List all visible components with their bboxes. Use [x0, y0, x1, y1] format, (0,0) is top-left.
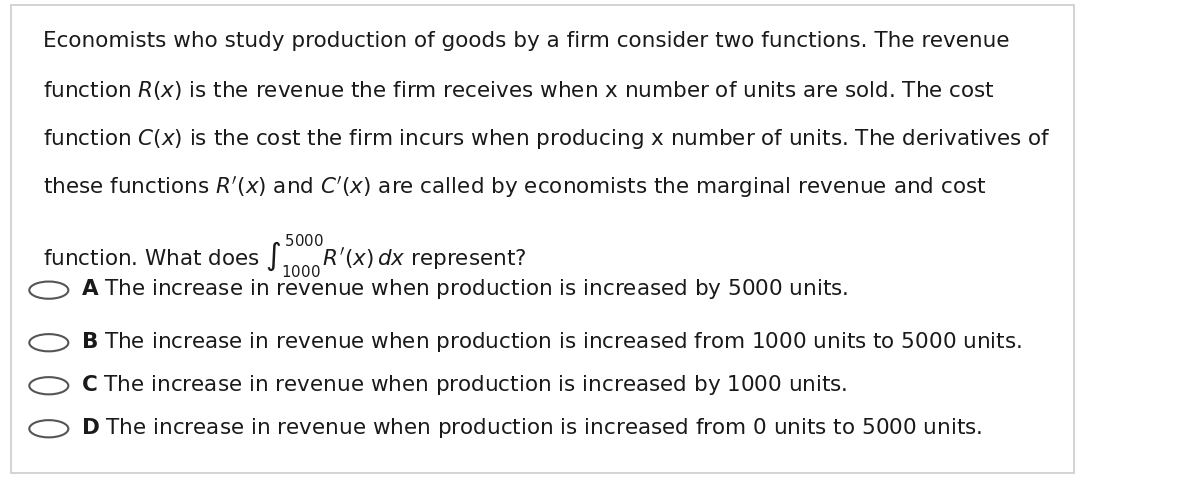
Circle shape — [29, 377, 68, 394]
Circle shape — [29, 334, 68, 351]
Text: Economists who study production of goods by a firm consider two functions. The r: Economists who study production of goods… — [43, 31, 1010, 51]
Text: function $C(x)$ is the cost the firm incurs when producing x number of units. Th: function $C(x)$ is the cost the firm inc… — [43, 127, 1051, 151]
Circle shape — [29, 420, 68, 437]
Circle shape — [29, 282, 68, 299]
Text: $\mathbf{D}$ The increase in revenue when production is increased from 0 units t: $\mathbf{D}$ The increase in revenue whe… — [82, 416, 983, 440]
Text: these functions $R^{\prime}(x)$ and $C^{\prime}(x)$ are called by economists the: these functions $R^{\prime}(x)$ and $C^{… — [43, 174, 986, 200]
Text: $\mathbf{A}$ The increase in revenue when production is increased by 5000 units.: $\mathbf{A}$ The increase in revenue whe… — [82, 277, 848, 301]
Text: function $R(x)$ is the revenue the firm receives when x number of units are sold: function $R(x)$ is the revenue the firm … — [43, 79, 995, 102]
FancyBboxPatch shape — [11, 5, 1074, 473]
Text: function. What does $\int_{1000}^{5000} R^{\prime}(x)\,dx$ represent?: function. What does $\int_{1000}^{5000} … — [43, 232, 527, 280]
Text: $\mathbf{B}$ The increase in revenue when production is increased from 1000 unit: $\mathbf{B}$ The increase in revenue whe… — [82, 330, 1022, 354]
Text: $\mathbf{C}$ The increase in revenue when production is increased by 1000 units.: $\mathbf{C}$ The increase in revenue whe… — [82, 373, 848, 397]
